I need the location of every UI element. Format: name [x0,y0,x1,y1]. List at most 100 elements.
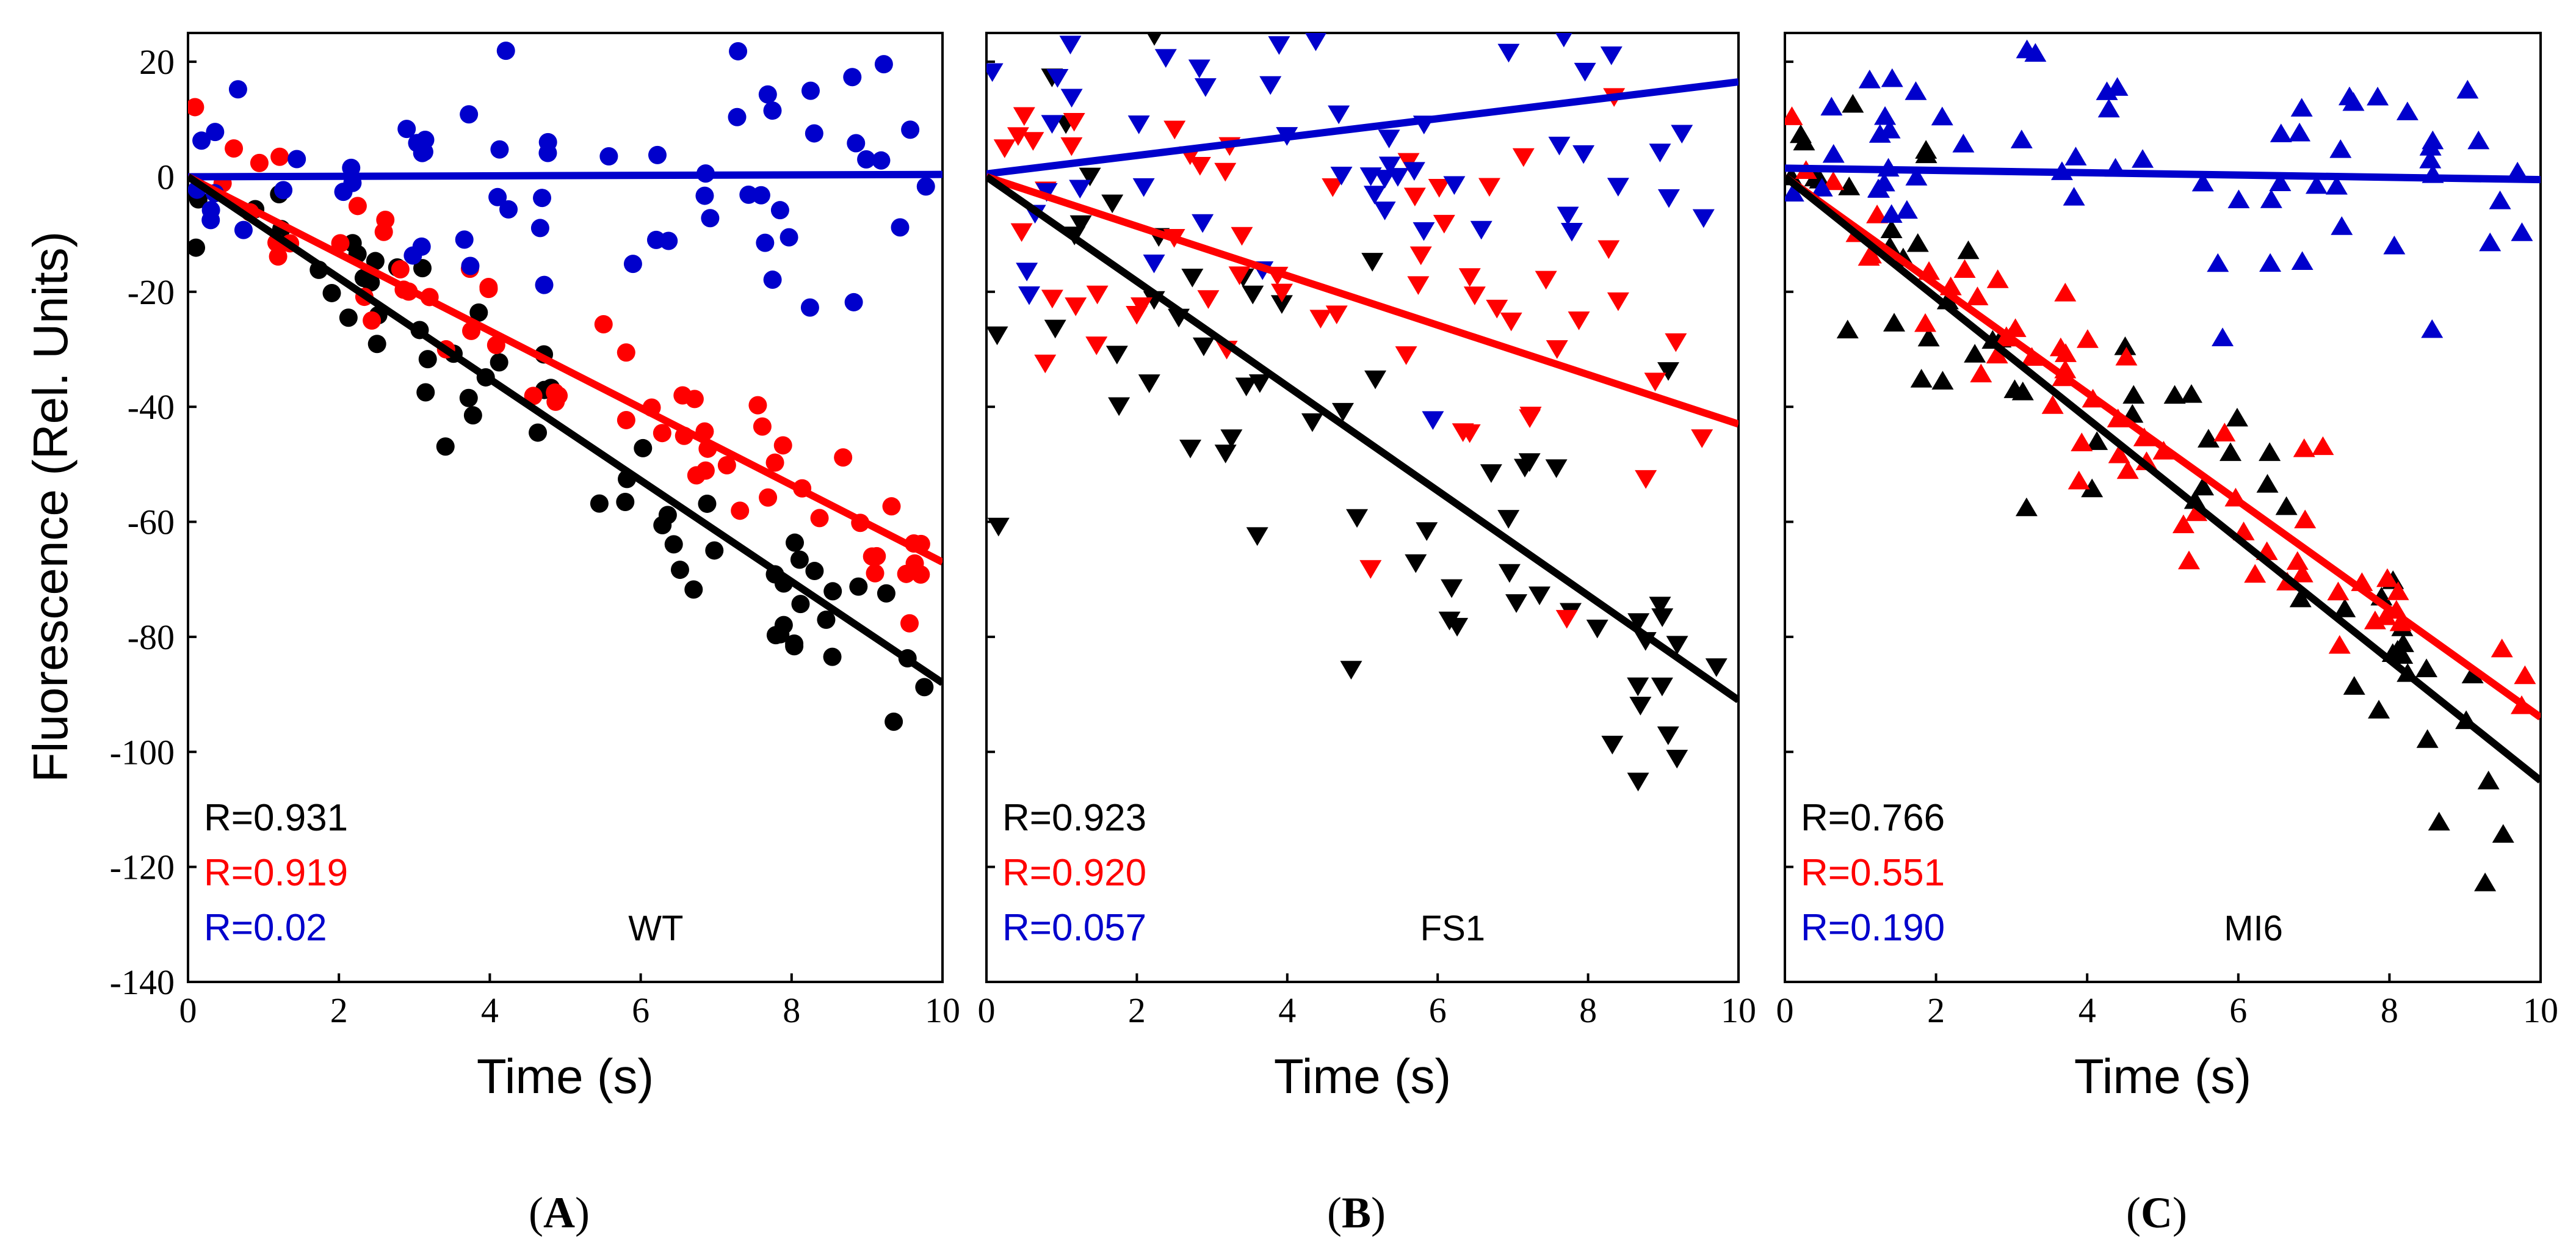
point-black [1498,564,1521,583]
point-black [1842,93,1864,113]
point-red [1270,283,1293,303]
point-blue [2329,139,2352,158]
point-blue [1046,69,1069,88]
point-black [658,506,677,525]
point-blue [701,209,720,228]
point-blue [695,186,714,205]
point-red [2213,423,2236,441]
point-red [2387,581,2409,600]
point-black [1629,697,1652,716]
point-blue [2456,79,2479,99]
point-red [1822,171,1845,191]
point-blue [1059,35,1082,55]
point-black [1361,253,1384,272]
point-black [2015,497,2038,517]
point-blue [2489,191,2511,209]
point-blue [872,151,891,170]
point-black [2428,812,2450,830]
point-red [1309,310,1332,329]
point-black [1214,445,1237,463]
point-red [1665,333,1687,352]
point-blue [1952,133,1975,153]
point-red [1197,290,1220,309]
point-red [1555,609,1578,629]
point-red [1179,2,1201,21]
point-blue [1378,156,1401,176]
point-red [1691,429,1713,448]
point-red [1458,268,1481,287]
point-red [1635,470,1657,489]
point-black [1601,735,1624,755]
point-red [2115,346,2138,366]
r-value-blue: R=0.057 [1002,907,1146,949]
point-black [1301,413,1323,432]
point-blue [2367,87,2389,106]
point-black [1964,344,1986,363]
point-red [1452,423,1474,442]
scatter-group [1785,39,2541,892]
point-black [1666,636,1688,655]
x-tick-label: 4 [1278,990,1296,1030]
point-blue [1649,0,1671,2]
panel-letter-char: C [2141,1188,2173,1237]
point-red [731,501,750,520]
point-blue [2024,43,2047,62]
point-black [1331,402,1354,422]
fit-line-black [1785,173,2541,784]
point-red [363,311,382,330]
point-black [1910,368,1933,388]
point-black [817,610,836,629]
point-red [2327,581,2350,601]
point-blue [599,147,618,165]
scatter-group [188,42,942,731]
point-black [2343,676,2365,695]
point-red [1433,214,1455,234]
point-black [698,494,717,513]
point-red [765,453,784,472]
point-blue [1600,46,1623,65]
r-value-blue: R=0.190 [1801,907,1945,949]
point-blue [2342,92,2365,111]
point-black [436,437,455,456]
point-black [877,584,895,603]
point-red [348,197,367,216]
point-blue [2421,319,2444,338]
point-black [1545,459,1568,478]
point-red [188,98,204,117]
point-blue [1132,178,1155,197]
point-blue [2063,187,2085,206]
point-red [2185,502,2208,521]
panel-letter-open: ( [1327,1188,1342,1237]
point-black [1705,658,1728,677]
point-red [1063,112,1085,132]
point-black [1836,319,1859,339]
point-red [905,554,924,573]
point-black [1441,579,1463,598]
point-blue [916,177,935,196]
point-blue [1671,125,1693,144]
point-red [1519,409,1541,428]
point-black [915,678,934,697]
point-blue [1869,124,1891,143]
point-black [1069,215,1092,234]
point-black [1346,509,1369,528]
panel-letter-char: B [1342,1188,1371,1237]
point-black [2477,771,2500,790]
point-blue [1785,183,1804,202]
point-red [863,547,881,566]
point-black [986,326,1008,346]
point-black [1079,167,1101,187]
point-blue [2097,98,2120,118]
point-blue [533,189,552,208]
point-red [2376,568,2398,587]
point-black [2226,407,2248,427]
point-red [2108,444,2130,463]
point-black [2086,431,2108,450]
point-black [2416,729,2439,748]
point-blue [1403,162,1425,181]
point-red [1359,560,1382,579]
y-axis-title: Fluorescence (Rel. Units) [23,231,78,783]
x-tick-label: 8 [2381,990,2398,1030]
point-blue [201,201,220,220]
